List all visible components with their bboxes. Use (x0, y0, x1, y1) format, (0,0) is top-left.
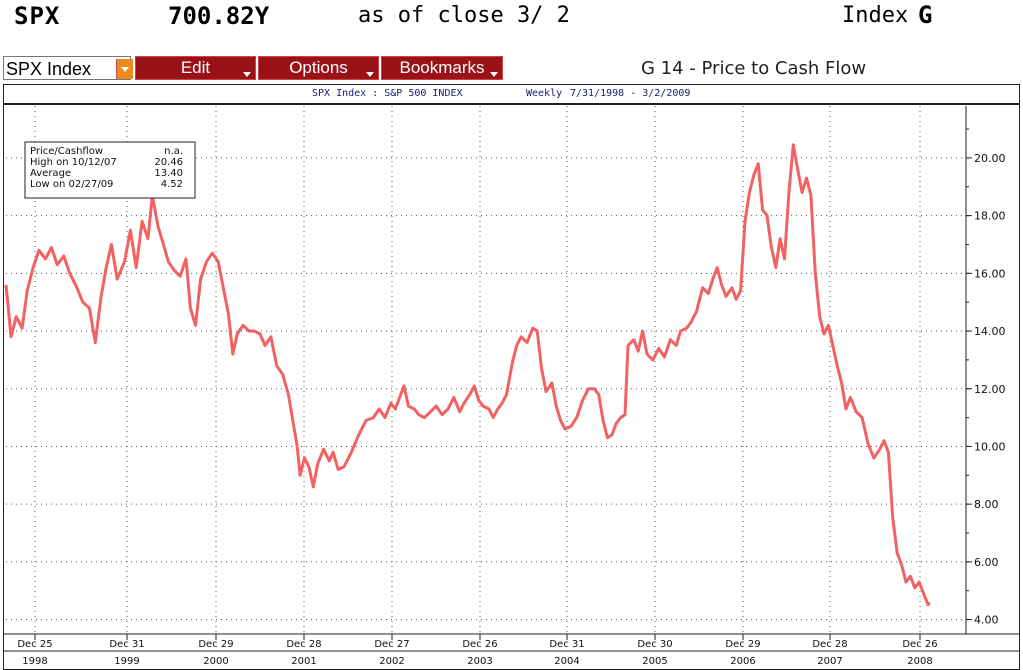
graph-title: G 14 - Price to Cash Flow (641, 58, 867, 79)
y-tick-label: 18.00 (974, 210, 1006, 223)
caret-down-icon (243, 72, 251, 77)
y-tick-label: 16.00 (974, 267, 1006, 280)
legend-row-value: 20.46 (154, 157, 183, 168)
security-select[interactable]: SPX Index (3, 56, 133, 80)
legend-row-label: High on 10/12/07 (30, 157, 117, 168)
x-year-label: 2000 (203, 656, 228, 667)
security-select-value: SPX Index (6, 59, 92, 79)
as-of-date: as of close 3/ 2 (358, 3, 570, 28)
x-tick-label: Dec 29 (198, 639, 233, 650)
x-tick-label: Dec 26 (462, 639, 497, 650)
security-name: SPX Index : S&P 500 INDEX (312, 88, 463, 99)
x-year-label: 2006 (730, 656, 755, 667)
legend-row-label: Average (30, 168, 71, 179)
y-tick-label: 8.00 (974, 498, 999, 511)
menu-edit-label: Edit (180, 58, 211, 77)
date-range: 7/31/1998 - 3/2/2009 (570, 88, 691, 99)
legend-row-value: n.a. (164, 146, 183, 157)
x-tick-label: Dec 31 (109, 639, 144, 650)
x-tick-label: Dec 28 (812, 639, 847, 650)
x-year-label: 1999 (114, 656, 139, 667)
x-year-label: 2001 (291, 656, 316, 667)
x-year-label: 2004 (554, 656, 579, 667)
legend-border (24, 141, 196, 199)
ticker-symbol: SPX (14, 2, 61, 30)
index-label: Index (842, 3, 909, 28)
menu-bookmarks[interactable]: Bookmarks (381, 56, 503, 80)
series-line-price-cashflow (4, 143, 931, 607)
y-tick-label: 12.00 (974, 383, 1006, 396)
x-year-label: 1998 (22, 656, 47, 667)
caret-down-icon (490, 72, 498, 77)
y-tick-label: 20.00 (974, 152, 1006, 165)
chart-subheader: SPX Index : S&P 500 INDEX Weekly 7/31/19… (3, 84, 1020, 104)
x-year-label: 2003 (467, 656, 492, 667)
x-tick-label: Dec 27 (374, 639, 409, 650)
frequency: Weekly (526, 88, 563, 99)
x-tick-label: Dec 31 (549, 639, 584, 650)
x-tick-label: Dec 30 (637, 639, 672, 650)
x-tick-label: Dec 28 (286, 639, 321, 650)
toolbar: SPX Index Edit Options Bookmarks G 14 - … (0, 56, 1023, 83)
x-tick-label: Dec 26 (902, 639, 937, 650)
menu-bookmarks-label: Bookmarks (399, 58, 485, 77)
x-year-label: 2002 (379, 656, 404, 667)
chevron-down-icon[interactable] (116, 59, 133, 79)
menu-options-label: Options (289, 58, 348, 77)
last-price: 700.82Y (168, 2, 270, 30)
y-tick-label: 10.00 (974, 440, 1006, 453)
y-tick-label: 14.00 (974, 325, 1006, 338)
legend-row-value: 13.40 (154, 168, 183, 179)
y-tick-label: 6.00 (974, 556, 999, 569)
index-key: G (918, 1, 933, 29)
x-year-label: 2005 (642, 656, 667, 667)
y-tick-label: 4.00 (974, 614, 999, 627)
menu-options[interactable]: Options (258, 56, 379, 80)
legend-row-value: 4.52 (161, 179, 183, 190)
chart-frame (3, 104, 1020, 670)
header-bar: SPX 700.82Y as of close 3/ 2 Index G (0, 0, 1023, 40)
x-year-label: 2008 (907, 656, 932, 667)
legend-box: Price/Cashflow n.a. High on 10/12/07 20.46 A… (24, 141, 196, 199)
x-tick-label: Dec 29 (725, 639, 760, 650)
legend-row-label: Price/Cashflow (30, 146, 103, 157)
caret-down-icon (366, 72, 374, 77)
x-tick-label: Dec 25 (17, 639, 52, 650)
price-cashflow-chart: 4.00 6.00 8.00 10.00 12.00 14.00 16.00 18.00 20.… (3, 104, 1020, 670)
menu-edit[interactable]: Edit (135, 56, 256, 80)
x-year-label: 2007 (817, 656, 842, 667)
legend-row-label: Low on 02/27/09 (30, 179, 113, 190)
